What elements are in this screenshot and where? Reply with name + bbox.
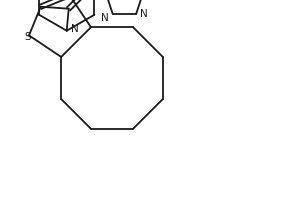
Text: N: N (101, 13, 109, 23)
Text: N: N (71, 24, 79, 34)
Text: S: S (25, 32, 31, 42)
Text: N: N (140, 9, 148, 19)
